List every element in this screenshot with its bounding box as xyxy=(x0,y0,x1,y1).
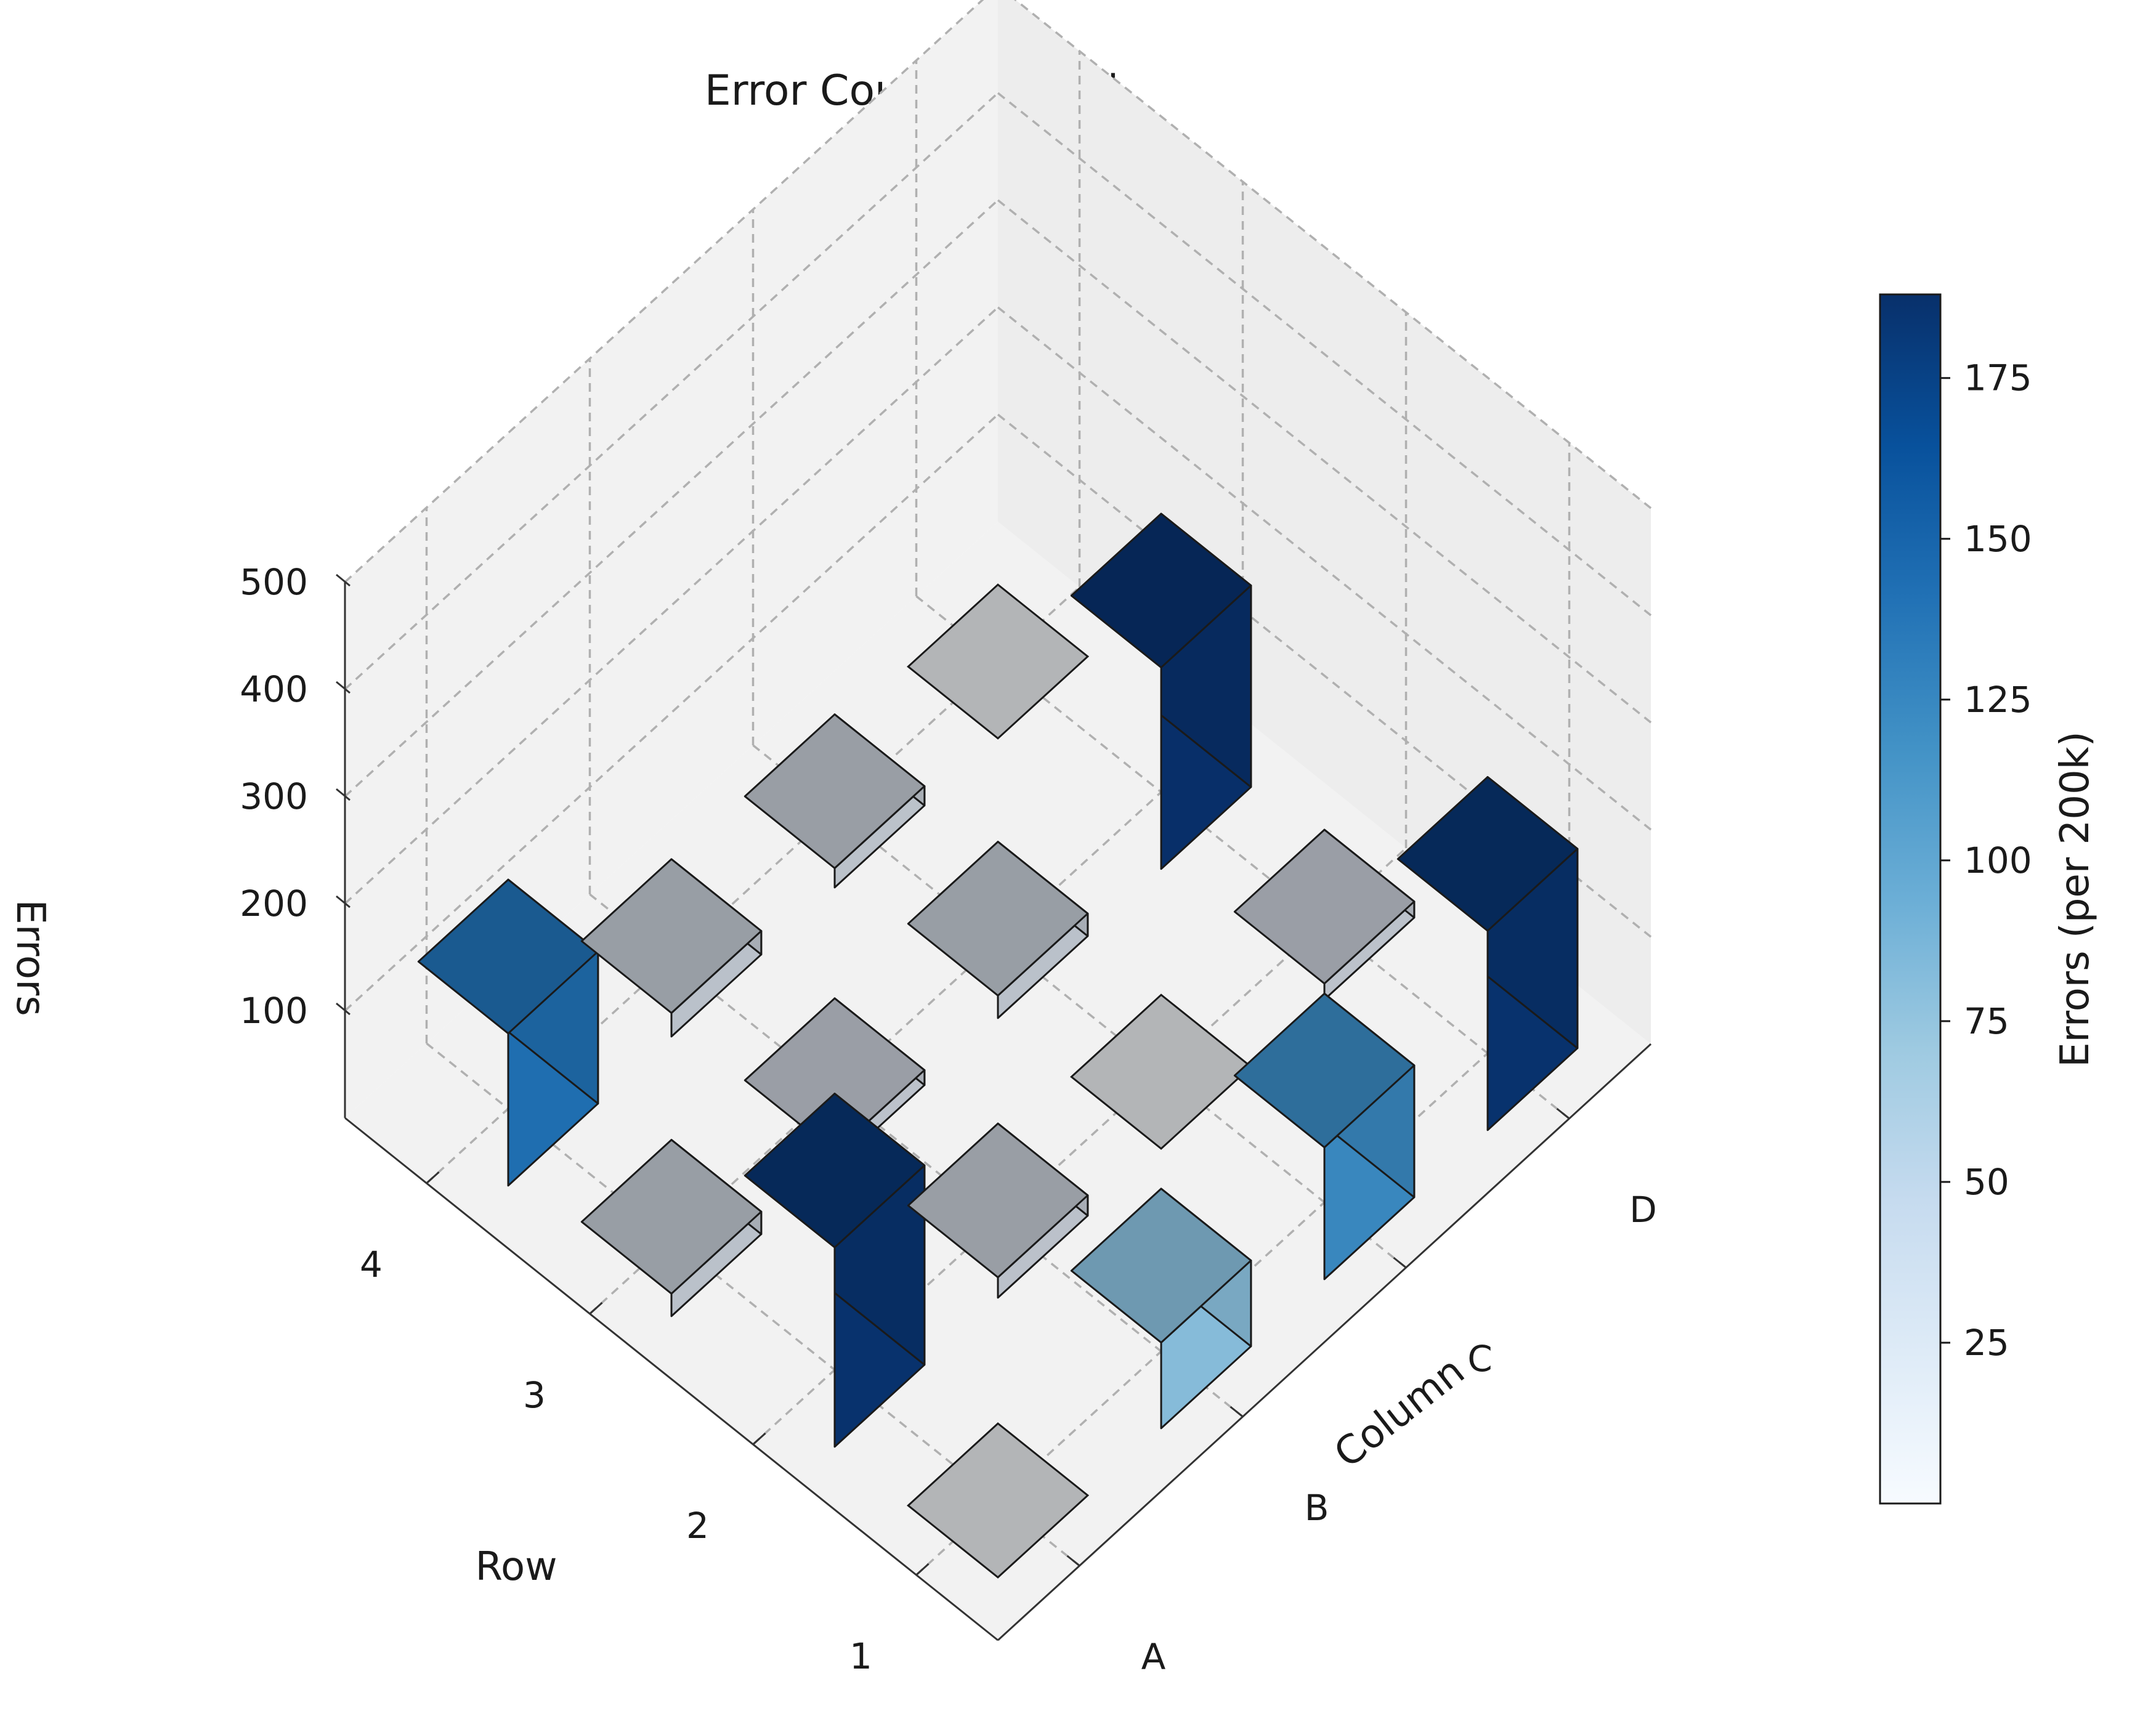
x-tick-mark xyxy=(1393,1257,1407,1269)
colorbar-tick-label: 175 xyxy=(1964,357,2032,399)
y-tick-mark xyxy=(589,1301,603,1315)
x-tick-label: B xyxy=(1305,1487,1329,1529)
bar-B4 xyxy=(580,858,763,1038)
bar-top-face xyxy=(417,878,599,1035)
floor-pane xyxy=(345,522,1651,1640)
colorbar-tick-label: 25 xyxy=(1964,1322,2009,1364)
bar-A2 xyxy=(744,1093,926,1448)
bar-top-face xyxy=(744,1093,926,1248)
x-tick-mark xyxy=(1556,1107,1570,1120)
bar-C4 xyxy=(744,713,926,889)
bar-A3 xyxy=(580,1139,763,1317)
y-tick-mark xyxy=(915,1563,930,1576)
z-tick-mark xyxy=(336,788,351,801)
back-pane xyxy=(345,0,998,1118)
side-gridline xyxy=(997,92,1652,617)
y-tick-label: 1 xyxy=(849,1635,872,1677)
bar-top-face xyxy=(1396,776,1579,932)
bar-B1 xyxy=(1070,1188,1252,1430)
tick-labels: A B C D 1 2 3 4 100 200 300 400 500 xyxy=(240,561,1657,1678)
colorbar-tick-label: 150 xyxy=(1964,518,2032,560)
bar-top-face xyxy=(744,997,926,1153)
y-tick-label: 2 xyxy=(686,1505,709,1547)
z-tick-label: 300 xyxy=(240,775,308,817)
side-gridline xyxy=(1013,0,1652,509)
bar-C2 xyxy=(1069,994,1253,1150)
bar-top-face xyxy=(1070,1188,1252,1344)
colorbar-tick-label: 100 xyxy=(1964,840,2032,881)
y-tick-label: 3 xyxy=(523,1374,546,1416)
side-gridline xyxy=(997,199,1652,724)
bar-D2 xyxy=(1233,828,1416,1001)
x-axis-label: Column xyxy=(1326,1348,1473,1477)
bar-top-face xyxy=(1069,994,1253,1150)
bar-D1 xyxy=(1396,776,1579,1131)
bar-C1 xyxy=(1233,992,1416,1281)
y-tick-label: 4 xyxy=(360,1244,383,1285)
z-axis-label: Errors xyxy=(7,899,53,1016)
bar-A4 xyxy=(417,878,599,1187)
bar-top-face xyxy=(1233,992,1416,1149)
y-tick-mark xyxy=(426,1171,440,1184)
z-tick-label: 500 xyxy=(240,561,308,603)
plot-area: A B C D 1 2 3 4 100 200 300 400 500 xyxy=(240,0,1657,1678)
bar-A1 xyxy=(906,1422,1090,1579)
z-tick-mark xyxy=(336,895,351,909)
bar-top-face xyxy=(906,1422,1090,1579)
bar-top-face xyxy=(907,1122,1089,1279)
y-axis-line xyxy=(344,1117,999,1641)
axis-lines xyxy=(336,573,1652,1641)
y-axis-label: Row xyxy=(475,1544,557,1590)
bar-top-face xyxy=(907,841,1089,997)
bar-top-face xyxy=(580,858,763,1014)
bar-top-face xyxy=(906,583,1090,740)
z-tick-label: 100 xyxy=(240,990,308,1032)
bar-B2 xyxy=(907,1122,1089,1299)
y-tick-mark xyxy=(752,1432,766,1446)
bar-top-face xyxy=(1233,828,1416,985)
bar-C3 xyxy=(907,841,1089,1019)
colorbar-tick-label: 125 xyxy=(1964,679,2032,721)
z-tick-mark xyxy=(336,1002,351,1016)
x-tick-mark xyxy=(1230,1406,1244,1418)
x-tick-label: A xyxy=(1141,1636,1166,1678)
z-tick-mark xyxy=(336,573,351,587)
colorbar-gradient xyxy=(1879,293,1942,1505)
z-tick-mark xyxy=(336,681,351,694)
colorbar-tick-label: 50 xyxy=(1964,1161,2009,1203)
bar-D3 xyxy=(1070,512,1252,870)
x-tick-label: D xyxy=(1629,1189,1657,1231)
bars xyxy=(417,512,1579,1579)
x-tick-label: C xyxy=(1467,1338,1493,1380)
bar-top-face xyxy=(744,713,926,869)
side-gridline xyxy=(997,306,1652,831)
bar-D4 xyxy=(906,583,1090,740)
x-tick-mark xyxy=(1066,1555,1080,1567)
colorbar-tick-label: 75 xyxy=(1964,1000,2009,1042)
colorbar: 25 50 75 100 125 150 175 Errors (per 200k) xyxy=(1879,293,2098,1505)
bar-top-face xyxy=(1070,512,1252,669)
z-tick-label: 200 xyxy=(240,883,308,925)
bar-top-face xyxy=(580,1139,763,1295)
x-axis-line xyxy=(997,1043,1652,1641)
colorbar-label: Errors (per 200k) xyxy=(2053,731,2098,1067)
colorbar-ticks: 25 50 75 100 125 150 175 xyxy=(1940,357,2032,1364)
z-tick-label: 400 xyxy=(240,668,308,710)
